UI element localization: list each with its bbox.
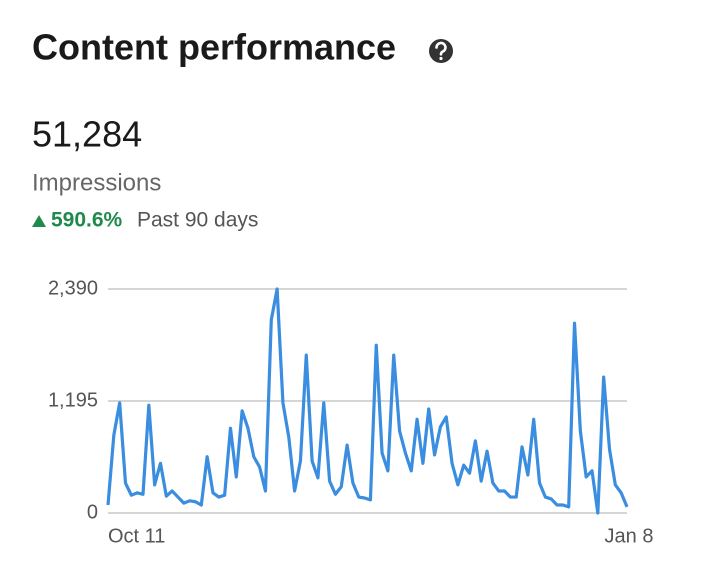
- chart-title: Content performance: [32, 27, 396, 68]
- y-tick-label: 2,390: [48, 277, 98, 299]
- x-tick-label: Oct 11: [108, 525, 165, 547]
- up-arrow: [32, 215, 46, 227]
- metric-label: Impressions: [32, 169, 161, 196]
- help-icon[interactable]: [429, 39, 453, 63]
- x-tick-label: Jan 8: [605, 525, 654, 547]
- y-tick-label: 1,195: [48, 389, 98, 411]
- change-value: 590.6%: [51, 209, 123, 232]
- period-label: Past 90 days: [137, 209, 258, 232]
- total-value: 51,284: [32, 114, 142, 155]
- y-tick-label: 0: [87, 501, 98, 523]
- data-line: [106, 287, 629, 515]
